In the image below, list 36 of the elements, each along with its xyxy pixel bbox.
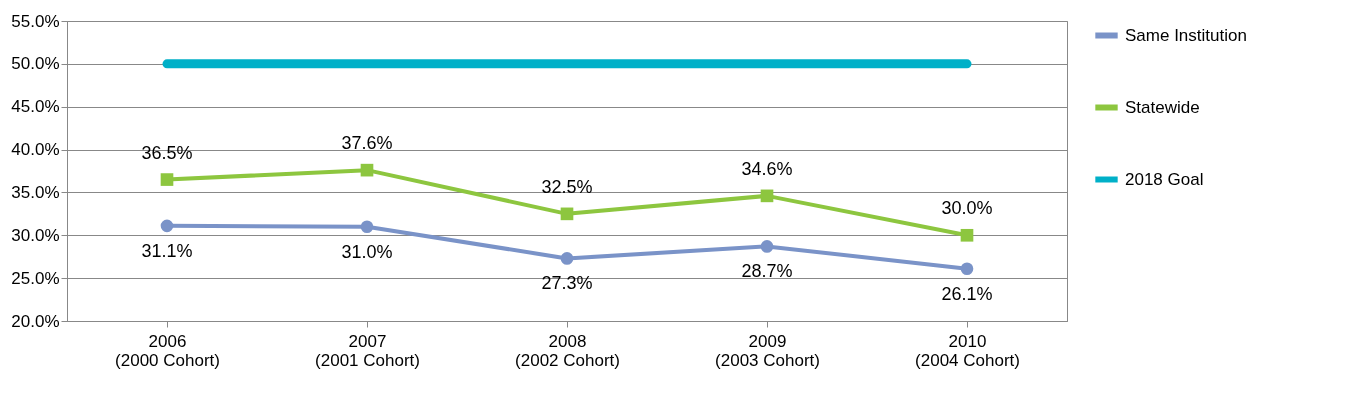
data-label: 26.1% <box>941 283 993 304</box>
legend-label: Statewide <box>1125 97 1200 117</box>
point <box>360 163 374 177</box>
x-tick-label: 2007 (2001 Cohort) <box>315 331 420 370</box>
data-label: 30.0% <box>941 198 993 219</box>
x-tick-label: 2010 (2004 Cohort) <box>915 331 1020 370</box>
y-tick-label: 50.0% <box>11 54 60 74</box>
data-label: 27.3% <box>541 273 593 294</box>
data-label: 31.1% <box>141 240 193 261</box>
point <box>560 207 574 221</box>
point <box>960 228 974 242</box>
y-tick-label: 20.0% <box>11 311 60 331</box>
y-tick-label: 45.0% <box>11 97 60 117</box>
legend-label: Same Institution <box>1125 25 1247 45</box>
y-tick-label: 55.0% <box>11 11 60 31</box>
x-tick-label: 2008 (2002 Cohort) <box>515 331 620 370</box>
y-tick-label: 30.0% <box>11 225 60 245</box>
y-tick-label: 40.0% <box>11 140 60 160</box>
x-tick-label: 2009 (2003 Cohort) <box>715 331 820 370</box>
data-label: 37.6% <box>341 133 393 154</box>
point <box>160 219 174 233</box>
data-label: 28.7% <box>741 261 793 282</box>
point <box>360 220 374 234</box>
x-tick-label: 2006 (2000 Cohort) <box>115 331 220 370</box>
data-label: 34.6% <box>741 158 793 179</box>
y-tick-label: 25.0% <box>11 268 60 288</box>
point <box>160 173 174 186</box>
data-label: 36.5% <box>141 142 193 163</box>
y-tick-label: 35.0% <box>11 182 60 202</box>
point <box>760 240 774 253</box>
data-label: 32.5% <box>541 176 593 197</box>
point <box>560 252 574 265</box>
legend-label: 2018 Goal <box>1125 169 1204 189</box>
point <box>760 189 774 203</box>
data-label: 31.0% <box>341 241 393 262</box>
point <box>960 262 974 276</box>
